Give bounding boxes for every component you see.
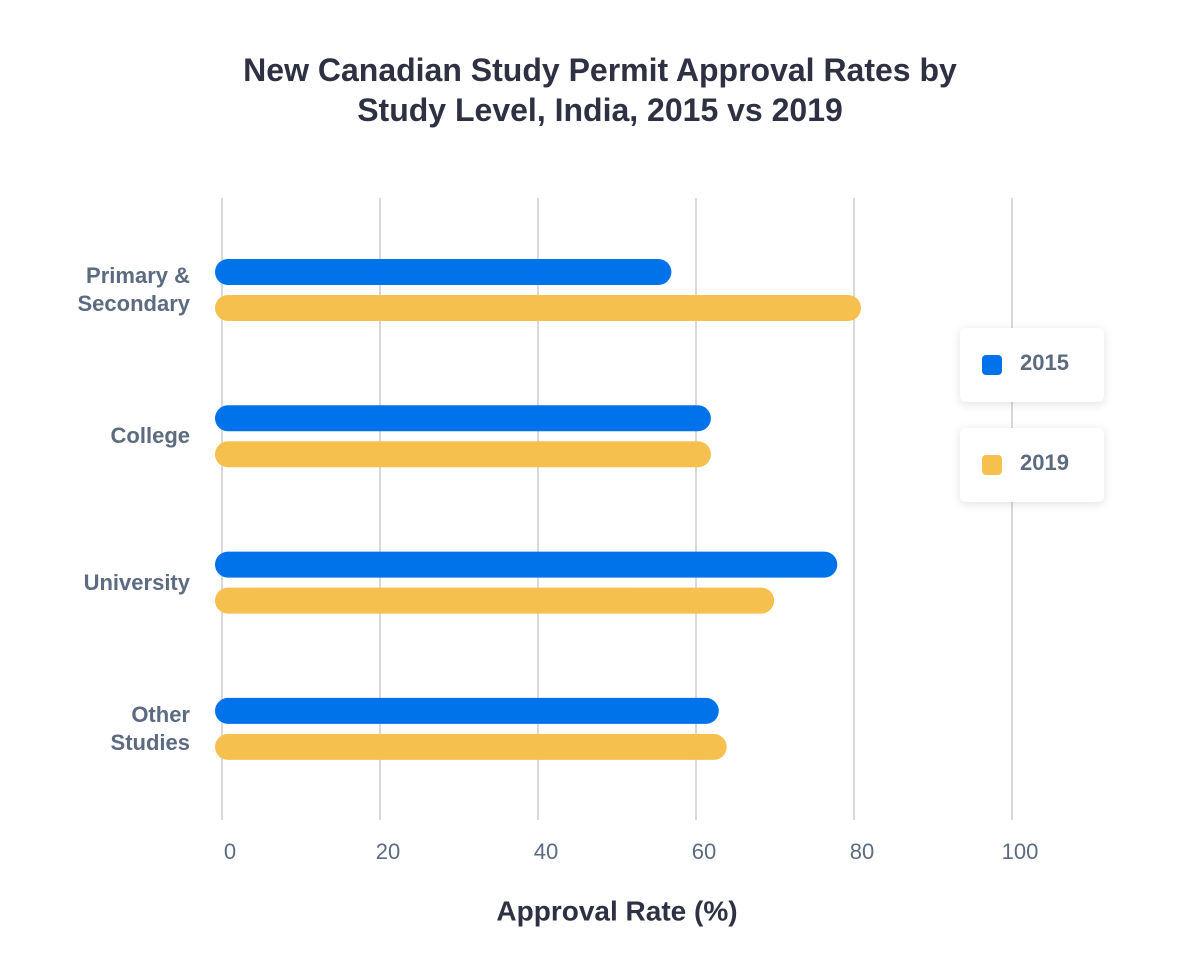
y-tick-label: University [40,569,190,597]
bar [215,259,672,285]
bar [215,295,861,321]
legend-label: 2019 [1020,450,1069,475]
y-tick-label: Other Studies [40,701,190,757]
y-tick-text: Other Studies [110,701,190,755]
x-tick-label: 40 [534,839,558,864]
chart-title: New Canadian Study Permit Approval Rates… [243,52,957,128]
y-tick-label: Primary & Secondary [40,262,191,318]
bar [215,733,727,760]
legend-swatch [982,455,1002,475]
x-tick-label: 20 [376,839,400,864]
y-tick-text: University [83,569,190,595]
legend-item: 2019 [960,428,1104,502]
legend-swatch [982,355,1002,375]
bar [215,697,719,724]
bar [215,587,775,614]
x-tick-label: 80 [850,839,874,864]
bar [215,441,711,468]
y-tick-label: College [40,422,190,450]
y-tick-text: Primary & Secondary [77,263,191,316]
legend-label: 2015 [1020,350,1069,375]
x-tick-label: 0 [224,839,236,864]
y-tick-text: College [110,423,190,449]
x-axis-label: Approval Rate (%) [496,895,737,926]
x-tick-label: 60 [692,839,716,864]
bar [215,405,711,432]
legend-item: 2015 [960,328,1104,402]
bar [215,551,838,578]
x-tick-label: 100 [1002,839,1039,864]
